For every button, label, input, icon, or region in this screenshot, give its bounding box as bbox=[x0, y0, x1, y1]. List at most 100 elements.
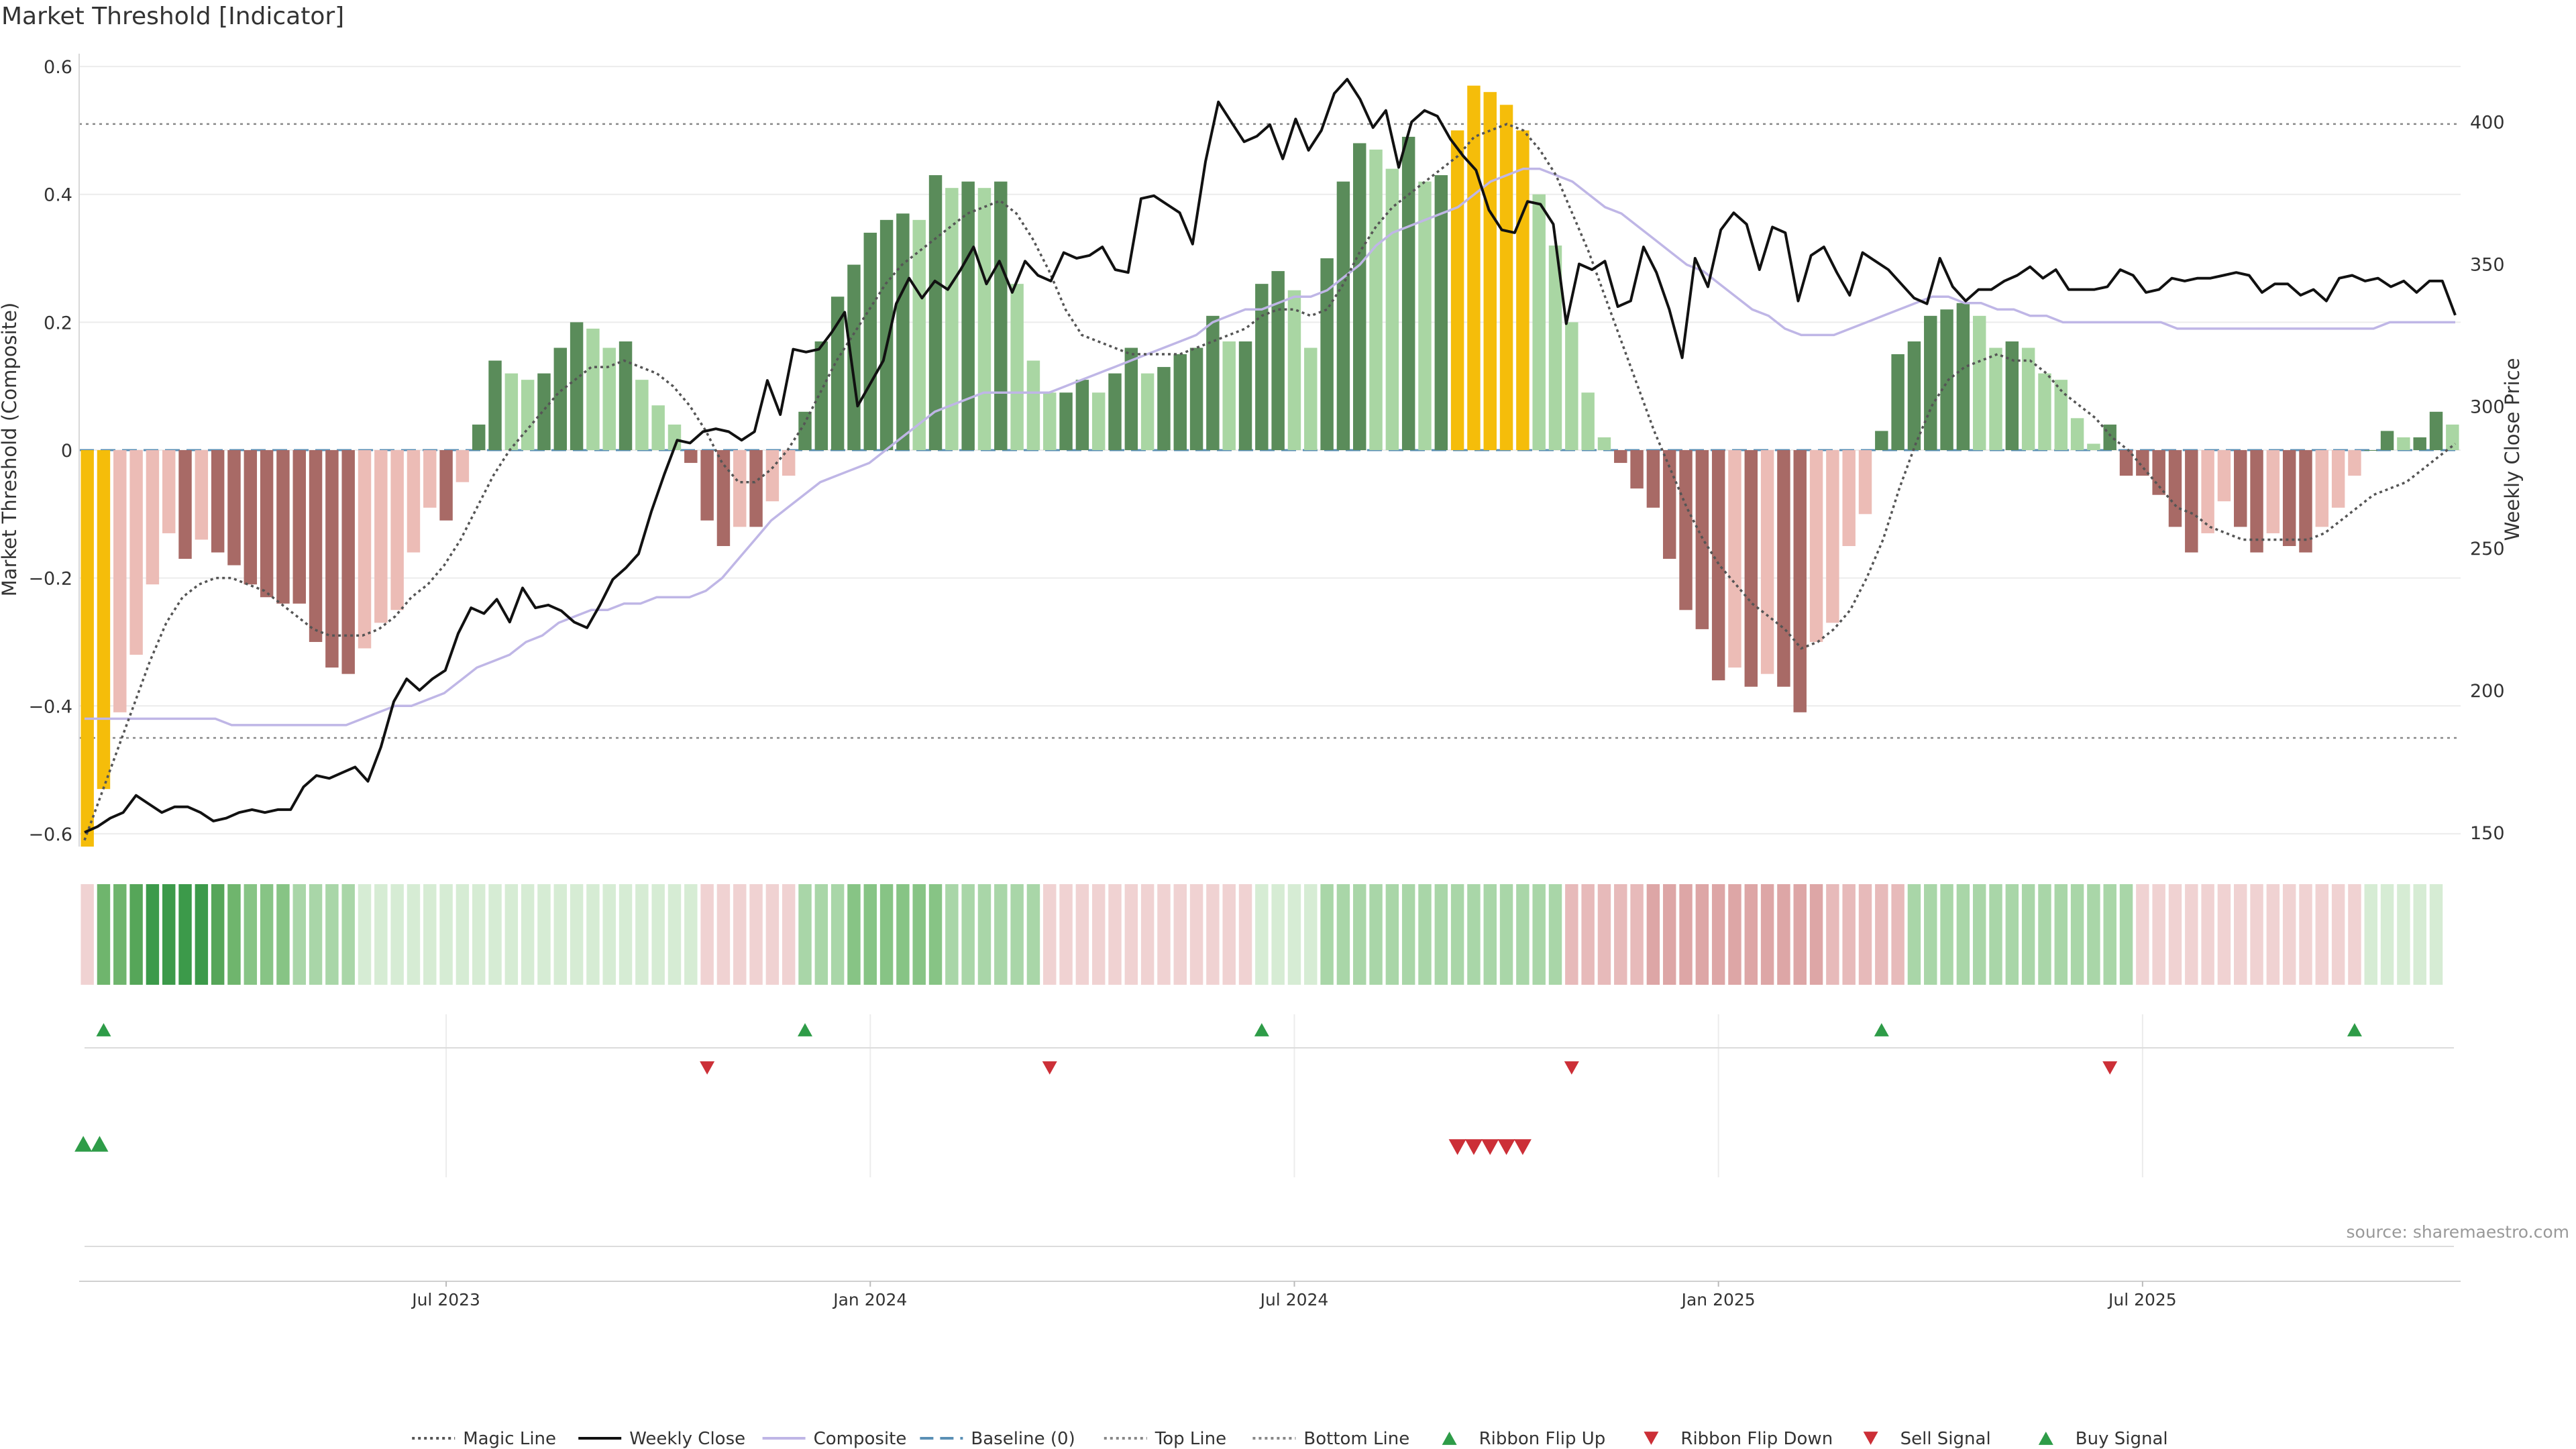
composite-bars bbox=[80, 85, 2459, 847]
composite-bar bbox=[1467, 85, 1481, 450]
ribbon-flip-down-marker bbox=[1042, 1061, 1057, 1075]
composite-bar bbox=[358, 450, 372, 649]
composite-bar bbox=[1842, 450, 1856, 546]
composite-bar bbox=[2201, 450, 2214, 533]
ribbon-cell bbox=[439, 884, 453, 985]
composite-bar bbox=[146, 450, 160, 585]
composite-bar bbox=[1157, 367, 1171, 450]
composite-bar bbox=[1483, 92, 1497, 450]
ribbon-cell bbox=[129, 884, 143, 985]
composite-bar bbox=[570, 322, 584, 450]
ribbon-cell bbox=[2103, 884, 2116, 985]
ribbon-cell bbox=[733, 884, 747, 985]
ribbon-cell bbox=[1483, 884, 1497, 985]
composite-bar bbox=[162, 450, 176, 533]
legend-label: Magic Line bbox=[463, 1429, 556, 1449]
ribbon-cell bbox=[1206, 884, 1220, 985]
sell-signal-marker bbox=[1481, 1139, 1499, 1155]
ribbon-cell bbox=[358, 884, 372, 985]
composite-bar bbox=[276, 450, 290, 604]
composite-bar bbox=[1450, 130, 1464, 451]
composite-bar bbox=[782, 450, 796, 476]
ribbon-cell bbox=[1173, 884, 1187, 985]
ribbon-cell bbox=[1809, 884, 1823, 985]
composite-bar bbox=[1385, 168, 1399, 451]
ribbon-cell bbox=[1858, 884, 1872, 985]
composite-bar bbox=[896, 213, 910, 450]
composite-bar bbox=[1940, 309, 1953, 450]
composite-bar bbox=[1499, 105, 1513, 451]
ribbon-cell bbox=[1010, 884, 1024, 985]
composite-bar bbox=[504, 373, 519, 450]
composite-bar bbox=[129, 450, 143, 655]
composite-bar bbox=[1222, 341, 1236, 450]
ribbon-cell bbox=[178, 884, 192, 985]
composite-bar bbox=[798, 411, 812, 450]
buy-signal-marker bbox=[91, 1136, 109, 1152]
legend-item: Sell Signal bbox=[1863, 1429, 1991, 1449]
composite-bar bbox=[2054, 380, 2068, 450]
ribbon-cell bbox=[2266, 884, 2280, 985]
ribbon-cell bbox=[2217, 884, 2231, 985]
legend-item: Ribbon Flip Down bbox=[1644, 1429, 1833, 1449]
ribbon-flip-down-marker bbox=[700, 1061, 715, 1075]
ribbon-cell bbox=[928, 884, 943, 985]
magic-line bbox=[83, 123, 2457, 841]
composite-bar bbox=[2413, 437, 2426, 450]
composite-bar bbox=[1369, 149, 1383, 450]
composite-bar bbox=[1793, 450, 1807, 712]
composite-bar bbox=[912, 219, 926, 450]
composite-bar bbox=[2168, 450, 2182, 527]
ribbon-cell bbox=[2299, 884, 2312, 985]
composite-bar bbox=[928, 175, 943, 450]
x-tick-label: Jul 2023 bbox=[411, 1290, 480, 1309]
weekly-close-line bbox=[84, 78, 2457, 834]
composite-bar bbox=[1059, 392, 1073, 450]
composite-bar bbox=[2380, 431, 2394, 450]
sell-signal-marker bbox=[1497, 1139, 1515, 1155]
y-right-tick-label: 350 bbox=[2470, 255, 2505, 276]
composite-bar bbox=[1858, 450, 1872, 515]
composite-bar bbox=[2038, 373, 2051, 450]
ribbon-cell bbox=[602, 884, 616, 985]
ribbon-cell bbox=[1760, 884, 1774, 985]
ribbon-cell bbox=[586, 884, 600, 985]
chart-title: Market Threshold [Indicator] bbox=[1, 3, 345, 30]
ribbon-cell bbox=[1043, 884, 1057, 985]
composite-bar bbox=[619, 341, 633, 450]
composite-bar bbox=[325, 450, 339, 668]
legend-symbol bbox=[1863, 1432, 1878, 1445]
ribbon-cell bbox=[423, 884, 437, 985]
legend-label: Bottom Line bbox=[1303, 1429, 1409, 1449]
ribbon-cell bbox=[1875, 884, 1888, 985]
ribbon-cell bbox=[1956, 884, 1970, 985]
y-right-tick-label: 250 bbox=[2470, 539, 2505, 559]
ribbon-cell bbox=[2413, 884, 2426, 985]
composite-line bbox=[85, 167, 2455, 727]
legend-label: Baseline (0) bbox=[971, 1429, 1075, 1449]
ribbon-cell bbox=[276, 884, 290, 985]
composite-bar bbox=[260, 450, 274, 598]
composite-bar bbox=[1255, 284, 1269, 450]
ribbon-cell bbox=[1597, 884, 1611, 985]
composite-bar bbox=[1043, 392, 1057, 450]
ribbon-cell bbox=[504, 884, 519, 985]
ribbon-cell bbox=[619, 884, 633, 985]
ribbon-cell bbox=[325, 884, 339, 985]
ribbon-cell bbox=[1581, 884, 1595, 985]
composite-bar bbox=[684, 450, 698, 464]
ribbon-cell bbox=[1369, 884, 1383, 985]
sell-signal-marker bbox=[1513, 1139, 1532, 1155]
ribbon-cell bbox=[1630, 884, 1644, 985]
x-tick-label: Jan 2024 bbox=[832, 1290, 907, 1309]
composite-bar bbox=[635, 380, 649, 450]
ribbon-cell bbox=[113, 884, 127, 985]
composite-bar bbox=[2397, 437, 2410, 450]
composite-bar bbox=[1336, 181, 1350, 450]
composite-bar bbox=[1189, 347, 1203, 450]
composite-bar bbox=[994, 181, 1008, 450]
legend-label: Top Line bbox=[1155, 1429, 1226, 1449]
y-axis-left-label: Market Threshold (Composite) bbox=[0, 303, 21, 596]
composite-bar bbox=[1287, 290, 1301, 450]
source-note: source: sharemaestro.com bbox=[2346, 1222, 2570, 1242]
